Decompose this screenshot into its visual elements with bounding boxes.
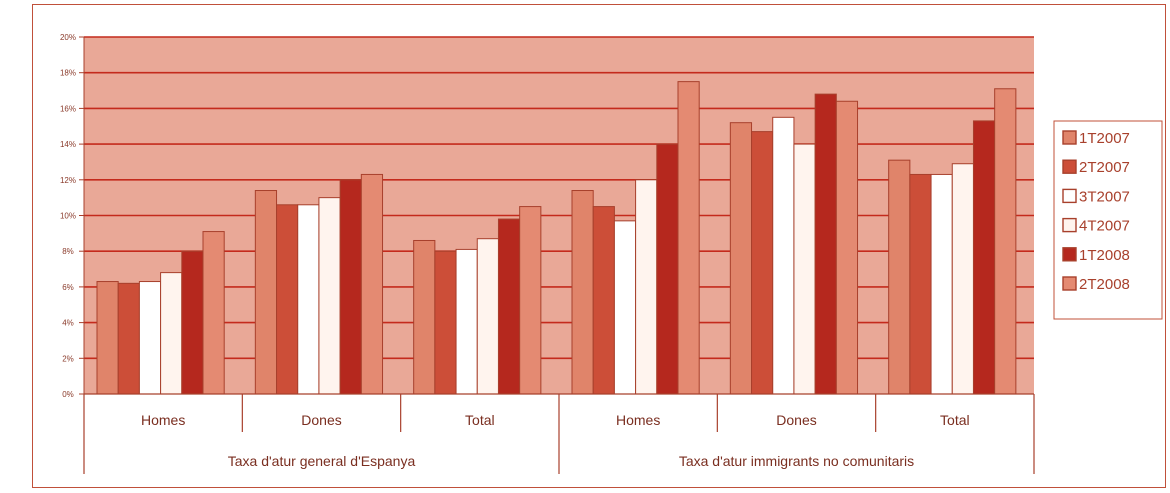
bar-1T2007-2 — [413, 239, 436, 395]
category-label: Total — [940, 412, 970, 428]
bar-1T2008-2 — [497, 218, 521, 395]
category-label: Dones — [301, 412, 341, 428]
category-label: Homes — [616, 412, 660, 428]
bar-3T2007-4 — [772, 116, 795, 395]
bar-2T2008-5 — [994, 88, 1017, 395]
bar-2T2008-2 — [519, 206, 542, 395]
bar-1T2008-0 — [181, 250, 204, 395]
bar-4T2007-2 — [476, 238, 499, 395]
bar-2T2007-5 — [909, 173, 932, 395]
bar-3T2007-5 — [930, 173, 953, 395]
y-tick-label: 12% — [60, 176, 76, 185]
bar-2T2007-0 — [117, 282, 140, 395]
bar-2T2008-0 — [202, 231, 225, 395]
group-label: Taxa d'atur immigrants no comunitaris — [679, 453, 914, 469]
category-label: Homes — [141, 412, 185, 428]
bar-2T2008-4 — [835, 100, 859, 395]
group-label: Taxa d'atur general d'Espanya — [228, 453, 416, 469]
category-label: Dones — [776, 412, 816, 428]
bar-2T2007-1 — [276, 204, 299, 395]
bar-1T2007-5 — [888, 159, 911, 395]
legend-label: 1T2008 — [1079, 247, 1130, 264]
bar-1T2008-5 — [972, 120, 996, 395]
legend-swatch — [1062, 159, 1077, 174]
legend-label: 3T2007 — [1079, 188, 1130, 205]
legend-label: 2T2008 — [1079, 276, 1130, 293]
bar-2T2008-1 — [360, 173, 384, 395]
y-tick-label: 0% — [62, 390, 74, 399]
legend-label: 1T2007 — [1079, 130, 1130, 147]
category-label: Total — [465, 412, 495, 428]
bar-1T2008-4 — [814, 93, 837, 395]
bar-3T2007-2 — [455, 248, 478, 395]
y-tick-label: 2% — [62, 354, 74, 363]
bar-4T2007-1 — [318, 197, 341, 395]
legend-label: 2T2007 — [1079, 159, 1130, 176]
y-tick-label: 14% — [60, 140, 76, 149]
y-tick-label: 10% — [60, 212, 76, 221]
bar-1T2008-3 — [656, 143, 679, 395]
bar-1T2007-3 — [571, 190, 594, 395]
y-tick-label: 16% — [60, 104, 76, 113]
legend-swatch — [1062, 217, 1077, 233]
legend-label: 4T2007 — [1079, 218, 1130, 235]
legend-swatch — [1062, 247, 1077, 262]
bar-1T2007-4 — [729, 122, 753, 395]
y-tick-label: 4% — [62, 319, 74, 328]
bar-2T2007-2 — [434, 250, 457, 395]
y-tick-label: 20% — [60, 33, 76, 42]
bar-4T2007-5 — [951, 163, 974, 395]
bar-3T2007-0 — [138, 281, 162, 395]
bar-2T2008-3 — [677, 81, 700, 395]
y-tick-label: 8% — [62, 247, 74, 256]
legend-swatch — [1062, 276, 1077, 291]
bar-4T2007-0 — [160, 272, 183, 395]
bar-4T2007-3 — [635, 179, 658, 395]
legend-swatch — [1062, 130, 1077, 145]
y-tick-label: 6% — [62, 283, 74, 292]
bar-3T2007-3 — [613, 220, 637, 395]
bar-4T2007-4 — [793, 143, 816, 395]
bar-1T2008-1 — [339, 179, 362, 395]
bar-2T2007-3 — [592, 206, 615, 395]
bar-3T2007-1 — [297, 204, 320, 395]
y-tick-label: 18% — [60, 69, 76, 78]
bar-2T2007-4 — [751, 131, 774, 395]
bar-1T2007-0 — [96, 281, 119, 395]
bar-1T2007-1 — [254, 190, 278, 395]
legend-swatch — [1062, 188, 1077, 204]
